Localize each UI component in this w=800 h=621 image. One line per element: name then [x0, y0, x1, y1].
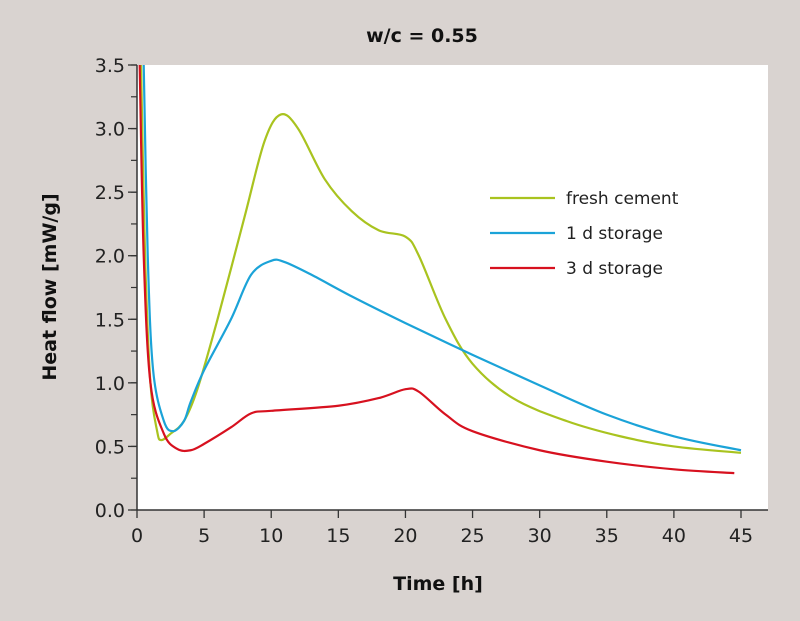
y-tick-label: 2.0: [95, 246, 125, 268]
y-tick-label: 1.5: [95, 309, 125, 331]
x-tick-label: 25: [460, 525, 484, 547]
series-line-fresh-cement: [139, 64, 742, 454]
y-axis-label: Heat flow [mW/g]: [39, 193, 61, 380]
y-tick-label: 1.0: [95, 373, 125, 395]
series-lines: [138, 64, 742, 475]
x-tick-label: 35: [595, 525, 619, 547]
x-tick-label: 45: [729, 525, 753, 547]
axes: 0 5 10 15 20 25 30 35 40 45 0.0 0.5 1.0 1.5 2.0 2.5 3.0 3…: [95, 55, 768, 547]
y-tick-label: 3.0: [95, 119, 125, 141]
x-axis-label: Time [h]: [393, 573, 483, 595]
y-tick-label: 3.5: [95, 55, 125, 77]
legend: fresh cement 1 d storage 3 d storage: [490, 189, 679, 279]
series-line-1-d-storage: [142, 64, 742, 452]
x-tick-label: 20: [393, 525, 417, 547]
x-tick-label: 0: [131, 525, 143, 547]
series-line-3-d-storage: [138, 64, 735, 475]
legend-label: 3 d storage: [566, 259, 663, 279]
legend-label: fresh cement: [566, 189, 679, 209]
y-tick-label: 2.5: [95, 182, 125, 204]
x-tick-label: 30: [528, 525, 552, 547]
legend-label: 1 d storage: [566, 224, 663, 244]
x-tick-label: 15: [326, 525, 350, 547]
y-tick-label: 0.0: [95, 500, 125, 522]
y-tick-label: 0.5: [95, 436, 125, 458]
x-tick-label: 5: [198, 525, 210, 547]
x-tick-label: 40: [662, 525, 686, 547]
x-tick-label: 10: [259, 525, 283, 547]
chart-title: w/c = 0.55: [366, 25, 478, 47]
plot-area: [137, 65, 768, 510]
